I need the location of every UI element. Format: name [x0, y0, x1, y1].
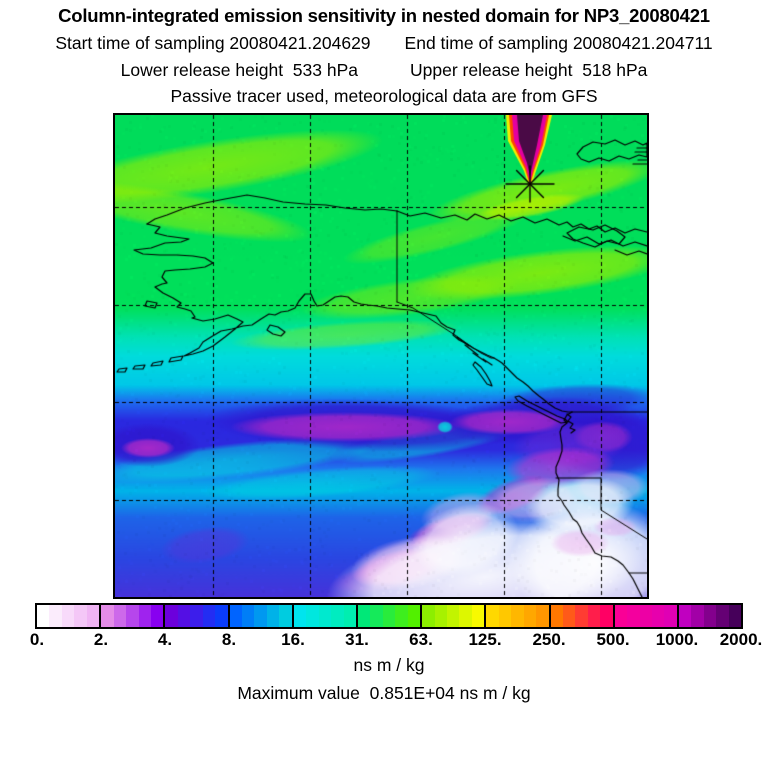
colorbar-cell [165, 605, 178, 627]
colorbar-cell [407, 605, 421, 627]
colorbar-cell [395, 605, 408, 627]
colorbar-segment [37, 605, 100, 627]
colorbar-cell [562, 605, 576, 627]
colorbar-cell [447, 605, 460, 627]
colorbar-cell [331, 605, 344, 627]
start-time-label: Start time of sampling 20080421.204629 [55, 33, 371, 53]
colorbar-tick-label: 2000. [719, 630, 763, 649]
colorbar-cell [306, 605, 319, 627]
colorbar-cell [716, 605, 729, 627]
colorbar-cell [536, 605, 549, 627]
colorbar-cell [459, 605, 472, 627]
colorbar-cell [61, 605, 75, 627]
colorbar-cell [511, 605, 524, 627]
colorbar-cell [177, 605, 191, 627]
colorbar-tick-label: 250. [532, 630, 566, 649]
colorbar-cell [266, 605, 280, 627]
colorbar-cell [382, 605, 396, 627]
colorbar-tick-label: 1000. [655, 630, 699, 649]
colorbar-segment [420, 605, 485, 627]
colorbar-cell [652, 605, 665, 627]
colorbar-cell [422, 605, 435, 627]
colorbar-cell [229, 605, 242, 627]
sampling-time-row: Start time of sampling 20080421.204629 E… [0, 33, 768, 54]
tracer-info-label: Passive tracer used, meteorological data… [170, 86, 598, 106]
colorbar-units-label: ns m / kg [353, 655, 425, 675]
colorbar-tick-label: 500. [596, 630, 630, 649]
colorbar-segment [548, 605, 613, 627]
colorbar-cell [639, 605, 652, 627]
colorbar-cell [357, 605, 371, 627]
colorbar-cell [486, 605, 499, 627]
colorbar-cell [86, 605, 100, 627]
colorbar-segment [484, 605, 549, 627]
colorbar [35, 603, 743, 629]
colorbar-cell [126, 605, 139, 627]
colorbar-segment [676, 605, 742, 627]
colorbar-cell [678, 605, 692, 627]
colorbar-tick-label: 31. [345, 630, 369, 649]
colorbar-segment [227, 605, 292, 627]
colorbar-cell [279, 605, 292, 627]
colorbar-segment [99, 605, 164, 627]
colorbar-cell [627, 605, 640, 627]
colorbar-cell [101, 605, 114, 627]
colorbar-cell [293, 605, 307, 627]
colorbar-cell [215, 605, 228, 627]
colorbar-cell [113, 605, 127, 627]
colorbar-tick-label: 16. [281, 630, 305, 649]
colorbar-tick-label: 2. [93, 630, 109, 649]
colorbar-cell [150, 605, 164, 627]
colorbar-tick-labels: 0. 2. 4. 8. 16. 31. 63. 125. 250. 500. 1000. 2000. [30, 630, 762, 652]
colorbar-tick-label: 0. [29, 630, 45, 649]
colorbar-cell [614, 605, 628, 627]
colorbar-cell [550, 605, 563, 627]
colorbar-cell [74, 605, 87, 627]
colorbar-cell [254, 605, 267, 627]
release-height-row: Lower release height 533 hPa Upper relea… [0, 60, 768, 81]
colorbar-cell [434, 605, 447, 627]
colorbar-segment [612, 605, 677, 627]
colorbar-cell [691, 605, 704, 627]
colorbar-tick-label: 4. [157, 630, 173, 649]
upper-release-label: Upper release height 518 hPa [410, 60, 648, 80]
colorbar-cell [138, 605, 151, 627]
maximum-value-label: Maximum value 0.851E+04 ns m / kg [237, 683, 531, 703]
colorbar-segment [163, 605, 228, 627]
colorbar-cell [728, 605, 742, 627]
colorbar-cell [575, 605, 588, 627]
colorbar-cell [703, 605, 717, 627]
colorbar-cell [202, 605, 216, 627]
end-time-label: End time of sampling 20080421.204711 [404, 33, 713, 53]
colorbar-cell [318, 605, 332, 627]
map-panel [113, 113, 649, 599]
colorbar-tick-label: 8. [221, 630, 237, 649]
colorbar-tick-label: 63. [409, 630, 433, 649]
colorbar-cell [190, 605, 203, 627]
colorbar-cell [471, 605, 485, 627]
lower-release-label: Lower release height 533 hPa [120, 60, 358, 80]
colorbar-cell [49, 605, 62, 627]
colorbar-cell [523, 605, 537, 627]
colorbar-cell [343, 605, 356, 627]
colorbar-cell [498, 605, 512, 627]
colorbar-tick-label: 125. [468, 630, 502, 649]
colorbar-cell [37, 605, 50, 627]
colorbar-cell [242, 605, 255, 627]
page-title: Column-integrated emission sensitivity i… [58, 5, 710, 26]
colorbar-segment [355, 605, 421, 627]
colorbar-cell [370, 605, 383, 627]
colorbar-cell [664, 605, 677, 627]
colorbar-cell [587, 605, 601, 627]
colorbar-segment [291, 605, 356, 627]
colorbar-cell [600, 605, 613, 627]
map-canvas [115, 115, 647, 597]
